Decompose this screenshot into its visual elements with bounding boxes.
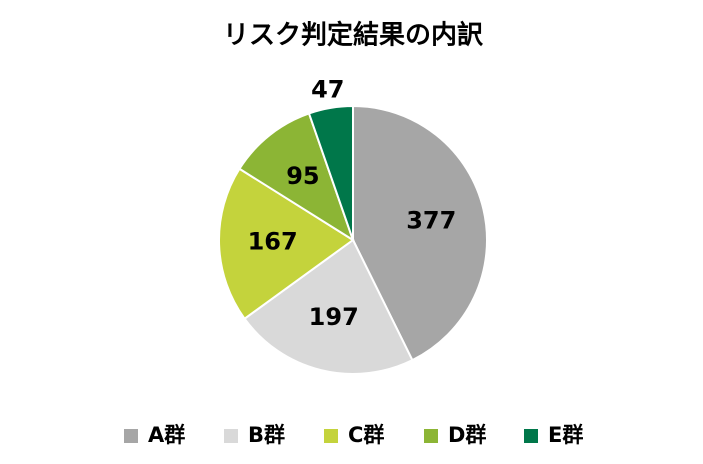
legend-marker: [424, 429, 438, 443]
chart-title: リスク判定結果の内訳: [223, 20, 484, 51]
pie-slice: [243, 238, 414, 375]
pie-slice: [238, 112, 355, 243]
pie-slice: [352, 104, 488, 362]
data-label: 47: [311, 76, 344, 104]
legend-marker: [124, 429, 138, 443]
legend-label: E群: [548, 423, 583, 447]
legend-label: A群: [148, 423, 185, 447]
pie-slice: [307, 104, 354, 241]
legend-label: B群: [248, 423, 285, 447]
data-label: 167: [248, 228, 298, 256]
legend-marker: [524, 429, 538, 443]
pie-slice: [218, 167, 355, 321]
legend-marker: [224, 429, 238, 443]
legend-label: D群: [448, 423, 486, 447]
data-label: 197: [309, 303, 359, 331]
data-label: 377: [406, 207, 456, 235]
data-label: 95: [286, 162, 319, 190]
legend-marker: [324, 429, 338, 443]
legend-label: C群: [348, 423, 384, 447]
